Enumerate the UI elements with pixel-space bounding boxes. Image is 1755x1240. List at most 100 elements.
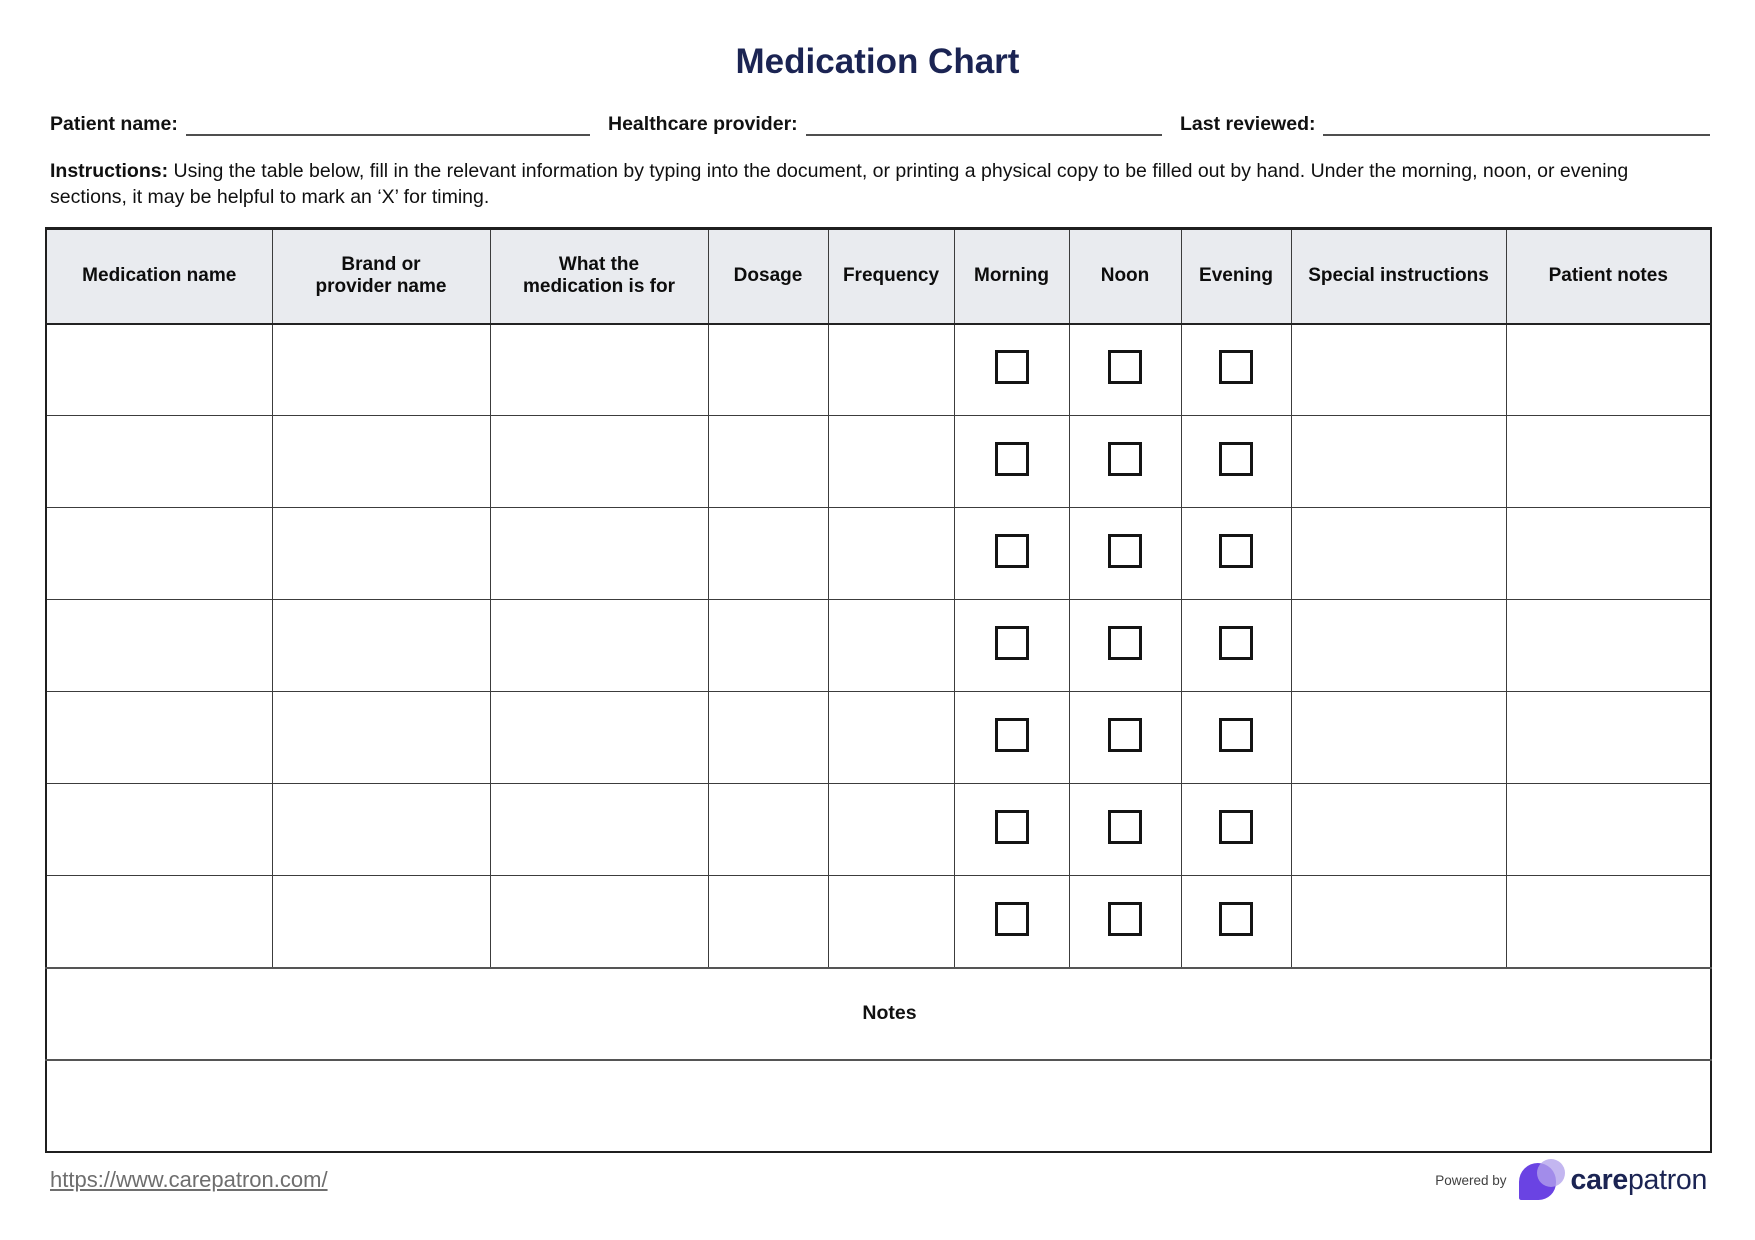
- cell-medication-purpose[interactable]: [489, 507, 709, 600]
- cell-special-instructions[interactable]: [1290, 599, 1507, 692]
- cell-medication-name[interactable]: [45, 507, 273, 600]
- cell-patient-notes[interactable]: [1505, 415, 1712, 508]
- cell-dosage[interactable]: [707, 599, 829, 692]
- evening-checkbox[interactable]: [1219, 718, 1253, 752]
- patient-name-input-line[interactable]: [185, 112, 590, 136]
- notes-input-area[interactable]: [45, 1059, 1712, 1152]
- cell-special-instructions[interactable]: [1290, 415, 1507, 508]
- cell-dosage[interactable]: [707, 783, 829, 876]
- cell-brand-name[interactable]: [271, 691, 491, 784]
- cell-special-instructions[interactable]: [1290, 323, 1507, 416]
- last-reviewed-input-line[interactable]: [1323, 112, 1710, 136]
- cell-frequency[interactable]: [827, 599, 955, 692]
- cell-noon: [1068, 783, 1182, 876]
- noon-checkbox[interactable]: [1108, 901, 1142, 936]
- morning-checkbox[interactable]: [994, 810, 1029, 844]
- cell-frequency[interactable]: [827, 507, 955, 600]
- cell-brand-name[interactable]: [271, 783, 491, 876]
- cell-medication-purpose[interactable]: [489, 323, 709, 416]
- morning-checkbox[interactable]: [994, 901, 1029, 936]
- cell-medication-purpose[interactable]: [489, 691, 709, 784]
- cell-medication-name[interactable]: [45, 599, 273, 692]
- cell-dosage[interactable]: [707, 875, 829, 968]
- cell-medication-purpose[interactable]: [489, 415, 709, 508]
- cell-noon: [1068, 415, 1182, 508]
- cell-dosage[interactable]: [707, 507, 829, 600]
- footer: https://www.carepatron.com/ Powered by c…: [50, 1158, 1707, 1202]
- cell-special-instructions[interactable]: [1290, 783, 1507, 876]
- cell-medication-name[interactable]: [45, 783, 273, 876]
- notes-area-row: [45, 1059, 1712, 1152]
- header-fields: Patient name: Healthcare provider: Last …: [50, 112, 1710, 136]
- evening-checkbox[interactable]: [1219, 534, 1253, 568]
- cell-dosage[interactable]: [707, 323, 829, 416]
- cell-dosage[interactable]: [707, 691, 829, 784]
- noon-checkbox[interactable]: [1108, 534, 1142, 568]
- cell-medication-purpose[interactable]: [489, 875, 709, 968]
- cell-evening: [1180, 323, 1292, 416]
- cell-morning: [953, 599, 1070, 692]
- cell-special-instructions[interactable]: [1290, 691, 1507, 784]
- noon-checkbox[interactable]: [1108, 718, 1142, 752]
- cell-medication-purpose[interactable]: [489, 599, 709, 692]
- cell-medication-name[interactable]: [45, 415, 273, 508]
- cell-special-instructions[interactable]: [1290, 507, 1507, 600]
- col-header-patient-notes: Patient notes: [1505, 228, 1712, 325]
- noon-checkbox[interactable]: [1108, 626, 1142, 660]
- cell-patient-notes[interactable]: [1505, 323, 1712, 416]
- notes-header-row: Notes: [45, 966, 1712, 1061]
- morning-checkbox[interactable]: [994, 718, 1029, 752]
- cell-morning: [953, 507, 1070, 600]
- cell-evening: [1180, 507, 1292, 600]
- cell-morning: [953, 783, 1070, 876]
- cell-medication-name[interactable]: [45, 323, 273, 416]
- cell-brand-name[interactable]: [271, 599, 491, 692]
- cell-brand-name[interactable]: [271, 507, 491, 600]
- cell-dosage[interactable]: [707, 415, 829, 508]
- morning-checkbox[interactable]: [994, 534, 1029, 568]
- cell-brand-name[interactable]: [271, 875, 491, 968]
- cell-evening: [1180, 783, 1292, 876]
- last-reviewed-field: Last reviewed:: [1180, 112, 1710, 136]
- carepatron-logo-icon: [1518, 1158, 1567, 1202]
- carepatron-wordmark: carepatron: [1571, 1164, 1708, 1197]
- healthcare-provider-label: Healthcare provider:: [608, 113, 798, 135]
- evening-checkbox[interactable]: [1219, 350, 1253, 385]
- cell-patient-notes[interactable]: [1505, 507, 1712, 600]
- cell-patient-notes[interactable]: [1505, 875, 1712, 968]
- cell-frequency[interactable]: [827, 875, 955, 968]
- cell-medication-purpose[interactable]: [489, 783, 709, 876]
- table-row: [45, 323, 1712, 416]
- cell-patient-notes[interactable]: [1505, 783, 1712, 876]
- patient-name-label: Patient name:: [50, 113, 178, 135]
- cell-patient-notes[interactable]: [1505, 691, 1712, 784]
- evening-checkbox[interactable]: [1219, 901, 1253, 936]
- cell-special-instructions[interactable]: [1290, 875, 1507, 968]
- table-row: [45, 415, 1712, 508]
- noon-checkbox[interactable]: [1108, 810, 1142, 844]
- cell-frequency[interactable]: [827, 415, 955, 508]
- healthcare-provider-field: Healthcare provider:: [608, 112, 1162, 136]
- morning-checkbox[interactable]: [994, 626, 1029, 660]
- cell-noon: [1068, 599, 1182, 692]
- evening-checkbox[interactable]: [1219, 442, 1253, 476]
- carepatron-url-link[interactable]: https://www.carepatron.com/: [50, 1167, 328, 1192]
- cell-medication-name[interactable]: [45, 875, 273, 968]
- cell-frequency[interactable]: [827, 783, 955, 876]
- cell-brand-name[interactable]: [271, 323, 491, 416]
- evening-checkbox[interactable]: [1219, 810, 1253, 844]
- noon-checkbox[interactable]: [1108, 350, 1142, 385]
- cell-morning: [953, 691, 1070, 784]
- healthcare-provider-input-line[interactable]: [805, 112, 1162, 136]
- cell-medication-name[interactable]: [45, 691, 273, 784]
- cell-patient-notes[interactable]: [1505, 599, 1712, 692]
- cell-frequency[interactable]: [827, 323, 955, 416]
- cell-frequency[interactable]: [827, 691, 955, 784]
- noon-checkbox[interactable]: [1108, 442, 1142, 476]
- morning-checkbox[interactable]: [994, 350, 1029, 385]
- instructions-label: Instructions:: [50, 160, 169, 182]
- morning-checkbox[interactable]: [994, 442, 1029, 476]
- evening-checkbox[interactable]: [1219, 626, 1253, 660]
- cell-morning: [953, 415, 1070, 508]
- cell-brand-name[interactable]: [271, 415, 491, 508]
